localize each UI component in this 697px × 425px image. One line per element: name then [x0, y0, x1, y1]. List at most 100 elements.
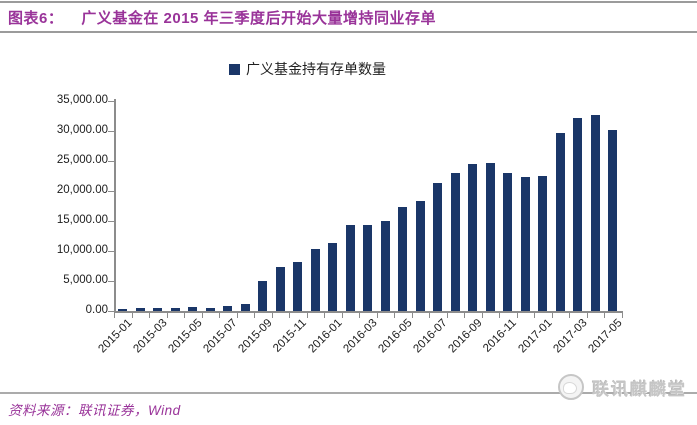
x-axis-line [114, 311, 623, 313]
bar [205, 308, 215, 311]
y-axis-tick [108, 131, 114, 132]
footer-divider [0, 392, 697, 394]
x-axis-tick [464, 312, 465, 318]
x-axis-label-text: 2015-09 [235, 317, 275, 356]
x-axis-label-text: 2016-05 [375, 317, 415, 356]
y-axis-label: 5,000.00 [63, 274, 108, 286]
x-axis-label-text: 2015-05 [165, 317, 205, 356]
x-axis-tick [131, 312, 133, 318]
x-axis-tick [481, 312, 483, 318]
legend-swatch-icon [229, 63, 240, 75]
figure-title-row: 图表6： 广义基金在 2015 年三季度后开始大量增持同业存单 [8, 7, 693, 28]
chart-legend: 广义基金持有存单数量 [229, 59, 386, 79]
bar [380, 221, 390, 311]
bar [573, 118, 583, 311]
bar [223, 306, 233, 311]
x-axis-label-text: 2016-09 [445, 317, 485, 356]
x-axis-tick [376, 312, 378, 318]
y-axis-label: 15,000.00 [56, 214, 108, 226]
x-axis-tick [149, 312, 150, 318]
bar [468, 164, 478, 311]
bar [538, 176, 548, 311]
x-axis-tick [586, 312, 588, 318]
x-axis-tick [289, 312, 290, 318]
bar [188, 307, 198, 311]
bar [170, 308, 180, 311]
brand-watermark: 联讯麒麟堂 [558, 374, 687, 400]
bar [293, 262, 303, 311]
x-axis-label-text: 2016-11 [481, 317, 520, 355]
bar [118, 308, 128, 311]
bar [135, 308, 145, 311]
y-axis-tick [108, 251, 114, 252]
x-axis-tick [166, 312, 168, 318]
y-axis-label: 35,000.00 [56, 94, 108, 106]
x-axis-tick [411, 312, 413, 318]
bar [608, 130, 618, 311]
bar [345, 224, 355, 311]
bar [240, 303, 250, 311]
y-axis-tick [108, 311, 114, 312]
legend-label: 广义基金持有存单数量 [246, 61, 386, 77]
bar [520, 176, 530, 311]
x-axis-tick [306, 312, 308, 318]
x-axis-label-text: 2016-03 [340, 317, 380, 356]
page-title: 广义基金在 2015 年三季度后开始大量增持同业存单 [81, 10, 437, 27]
bar [485, 162, 495, 311]
x-axis-tick [359, 312, 360, 318]
x-axis-label-text: 2017-03 [550, 317, 590, 356]
x-axis-label-text: 2017-01 [515, 317, 555, 356]
y-axis-tick [108, 221, 114, 222]
bar [153, 308, 163, 311]
y-axis-tick [108, 281, 114, 282]
bar [310, 248, 320, 311]
bar [275, 266, 285, 311]
bar [328, 242, 338, 311]
bar [433, 182, 443, 311]
x-axis-label-text: 2015-03 [130, 317, 170, 356]
x-axis-label-text: 2017-05 [585, 317, 625, 356]
bar [555, 132, 565, 311]
bar [415, 200, 425, 311]
x-axis-tick [516, 312, 518, 318]
bar [363, 225, 373, 311]
x-axis-tick [114, 312, 115, 318]
x-axis-label-text: 2015-11 [271, 317, 310, 355]
x-axis-tick [341, 312, 343, 318]
x-axis-tick [236, 312, 238, 318]
x-axis-label-text: 2016-01 [305, 317, 345, 356]
x-axis-tick [499, 312, 500, 318]
y-axis-tick [108, 191, 114, 192]
bar [258, 281, 268, 311]
x-axis-tick [551, 312, 553, 318]
y-axis-label: 20,000.00 [56, 184, 108, 196]
x-axis-tick [604, 312, 605, 318]
x-axis-tick [184, 312, 185, 318]
y-axis-tick [108, 161, 114, 162]
x-axis-tick [254, 312, 255, 318]
x-axis-label-text: 2015-01 [95, 317, 135, 356]
y-axis-line [114, 99, 116, 311]
x-axis-tick [219, 312, 220, 318]
x-axis-tick [394, 312, 395, 318]
header-divider [0, 31, 697, 33]
brand-logo-icon [558, 374, 584, 400]
x-axis-tick [446, 312, 448, 318]
x-axis-label-text: 2016-07 [410, 317, 450, 356]
watermark-text: 联讯麒麟堂 [592, 379, 687, 399]
source-note: 资料来源：联讯证券，Wind [8, 403, 181, 418]
x-axis-tick [201, 312, 203, 318]
x-axis-tick [569, 312, 570, 318]
x-axis-tick [324, 312, 325, 318]
y-axis-label: 25,000.00 [56, 154, 108, 166]
top-divider [0, 1, 697, 3]
y-axis-label: 0.00 [85, 304, 108, 316]
bar [590, 114, 600, 311]
y-axis-tick [108, 101, 114, 102]
x-axis-tick [271, 312, 273, 318]
x-axis-label-text: 2015-07 [200, 317, 240, 356]
y-axis-label: 10,000.00 [56, 244, 108, 256]
bar [398, 206, 408, 311]
bar [450, 173, 460, 311]
